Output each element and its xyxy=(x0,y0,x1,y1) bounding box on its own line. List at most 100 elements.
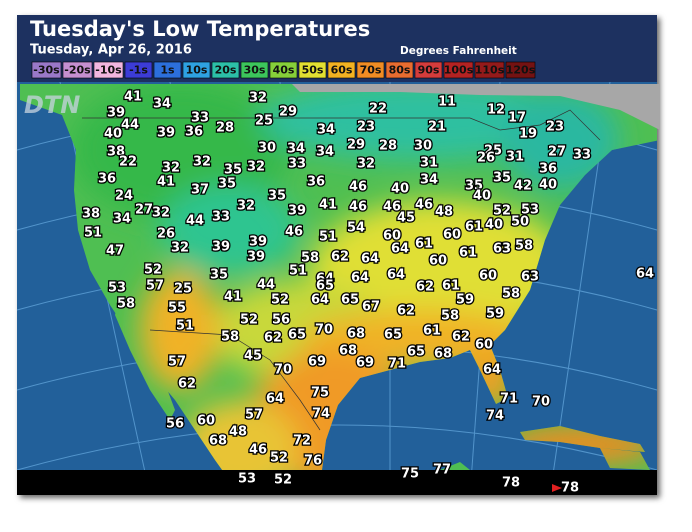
legend-label: 50s xyxy=(302,64,324,77)
temperature: 22 xyxy=(369,102,387,117)
temperature: 64 xyxy=(316,272,334,287)
temperature: 31 xyxy=(420,156,438,171)
temperature: 60 xyxy=(197,414,215,429)
temperature: 34 xyxy=(420,173,438,188)
temperature: 44 xyxy=(121,118,139,133)
temperature: 36 xyxy=(185,125,203,140)
temperature: 40 xyxy=(485,218,503,233)
temperature: 61 xyxy=(423,324,441,339)
temperature: 72 xyxy=(293,434,311,449)
temperature: 53 xyxy=(238,472,256,487)
temperature: 38 xyxy=(107,145,125,160)
temperature: 24 xyxy=(115,189,133,204)
temperature: 47 xyxy=(106,244,124,259)
temperature: 48 xyxy=(435,205,453,220)
temperature: 22 xyxy=(119,155,137,170)
legend-swatch xyxy=(93,61,124,79)
legend-swatch xyxy=(298,61,327,79)
temperature: 21 xyxy=(428,120,446,135)
temperature: 52 xyxy=(144,263,162,278)
legend-label: 120s xyxy=(506,64,536,77)
temperature: 51 xyxy=(84,226,102,241)
temperature: 32 xyxy=(247,160,265,175)
legend-swatch xyxy=(182,61,211,79)
temperature: 78 xyxy=(502,476,520,491)
temperature: 41 xyxy=(224,290,242,305)
temperature: 34 xyxy=(113,212,131,227)
legend-swatch xyxy=(474,61,505,79)
legend-swatch xyxy=(153,61,182,79)
temperature: 32 xyxy=(152,206,170,221)
temperature: 71 xyxy=(500,392,518,407)
temperature: 69 xyxy=(356,356,374,371)
temperature: 64 xyxy=(391,242,409,257)
temperature: 41 xyxy=(157,175,175,190)
temperature: 63 xyxy=(521,270,539,285)
temperature: 52 xyxy=(240,313,258,328)
legend-swatch xyxy=(31,61,62,79)
temperature: 68 xyxy=(209,434,227,449)
temperature: 70 xyxy=(532,395,550,410)
temperature: 36 xyxy=(98,172,116,187)
temperature: 44 xyxy=(186,214,204,229)
legend-label: 1s xyxy=(160,64,175,77)
temperature: 36 xyxy=(307,175,325,190)
temperature: 23 xyxy=(357,120,375,135)
temperature: 32 xyxy=(237,199,255,214)
temperature: 27 xyxy=(135,203,153,218)
temperature: 62 xyxy=(416,280,434,295)
temperature: 51 xyxy=(176,319,194,334)
marker xyxy=(552,484,562,492)
temperature: 64 xyxy=(483,363,501,378)
temperature: 34 xyxy=(153,97,171,112)
temperature: 62 xyxy=(331,250,349,265)
temperature: 62 xyxy=(452,330,470,345)
temperature: 35 xyxy=(218,177,236,192)
temperature: 60 xyxy=(479,269,497,284)
temperature: 58 xyxy=(301,251,319,266)
temperature: 41 xyxy=(319,198,337,213)
temperature: 25 xyxy=(255,114,273,129)
date: Tuesday, Apr 26, 2016 xyxy=(30,43,192,58)
legend-swatch xyxy=(327,61,356,79)
legend-label: 80s xyxy=(389,64,411,77)
temperature: 58 xyxy=(502,287,520,302)
temperature: 39 xyxy=(212,240,230,255)
temperature: 57 xyxy=(146,279,164,294)
legend-label: 100s xyxy=(444,64,474,77)
temperature: 61 xyxy=(459,246,477,261)
temperature: 62 xyxy=(264,331,282,346)
legend-label: 40s xyxy=(273,64,295,77)
temperature: 70 xyxy=(274,363,292,378)
temperature: 23 xyxy=(546,120,564,135)
temperature: 64 xyxy=(361,252,379,267)
temperature: 39 xyxy=(247,250,265,265)
legend-swatch xyxy=(414,61,443,79)
temperature: 46 xyxy=(415,198,433,213)
temperature: 69 xyxy=(308,355,326,370)
temperature: 31 xyxy=(506,150,524,165)
temperature: 28 xyxy=(216,121,234,136)
temperature: 56 xyxy=(272,313,290,328)
temperature: 53 xyxy=(521,203,539,218)
temperature: 33 xyxy=(573,148,591,163)
temperature: 41 xyxy=(124,90,142,105)
legend-label: -30s xyxy=(33,64,60,77)
bottom-strip xyxy=(17,470,657,495)
temperature: 39 xyxy=(288,204,306,219)
temperature: 38 xyxy=(82,207,100,222)
temperature: 32 xyxy=(357,157,375,172)
temperature: 46 xyxy=(349,200,367,215)
temperature: 68 xyxy=(347,327,365,342)
temperature: 34 xyxy=(316,145,334,160)
temperature: 65 xyxy=(341,293,359,308)
temperature: 29 xyxy=(279,105,297,120)
legend-swatch xyxy=(385,61,414,79)
temperature: 11 xyxy=(438,95,456,110)
temperature: 64 xyxy=(636,267,654,282)
temperature: 64 xyxy=(387,268,405,283)
temperature: 33 xyxy=(212,210,230,225)
temperature: 75 xyxy=(311,386,329,401)
